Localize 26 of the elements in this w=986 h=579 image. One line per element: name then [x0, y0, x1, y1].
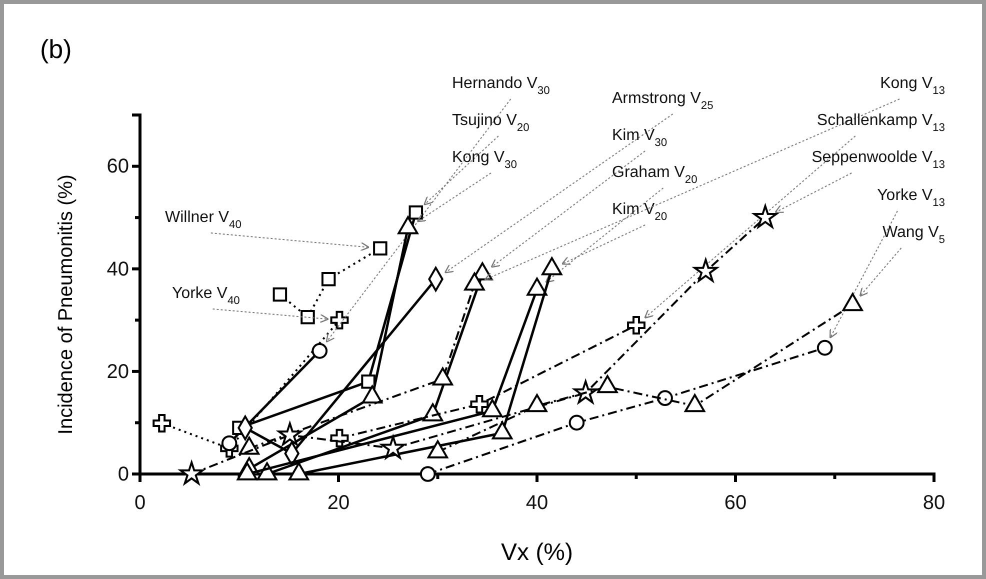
y-tick-label: 40 [106, 258, 129, 280]
text: Willner V$_{40}$ [165, 209, 242, 231]
y-axis-title: Incidence of Pneumonitis (%) [55, 174, 77, 435]
text: (b) [40, 34, 72, 64]
text: Kong V$_{13}$ [880, 75, 945, 97]
text: Kim V$_{30}$ [612, 127, 668, 149]
x-axis-title: Vx (%) [501, 539, 573, 566]
x-tick-label: 40 [526, 492, 548, 514]
text: Kong V$_{30}$ [452, 149, 517, 171]
text: Yorke V$_{40}$ [172, 285, 240, 307]
x-tick-label: 80 [922, 492, 946, 514]
y-tick-label: 60 [106, 156, 129, 178]
text: Yorke V$_{13}$ [877, 187, 945, 209]
x-tick-label: 60 [724, 492, 747, 514]
x-tick-label: 0 [134, 492, 146, 514]
text: Kim V$_{20}$ [612, 201, 668, 223]
text: Tsujino V$_{20}$ [452, 112, 530, 134]
text: Seppenwoolde V$_{13}$ [812, 149, 945, 171]
y-tick-label: 20 [106, 360, 129, 383]
text: Armstrong V$_{25}$ [612, 90, 714, 112]
text: Schallenkamp V$_{13}$ [816, 112, 945, 134]
text: Hernando V$_{30}$ [452, 75, 550, 97]
text: Graham V$_{20}$ [612, 164, 698, 186]
text: Wang V$_{5}$ [882, 224, 945, 246]
x-tick-label: 20 [327, 492, 350, 514]
y-tick-label: 0 [118, 463, 129, 486]
